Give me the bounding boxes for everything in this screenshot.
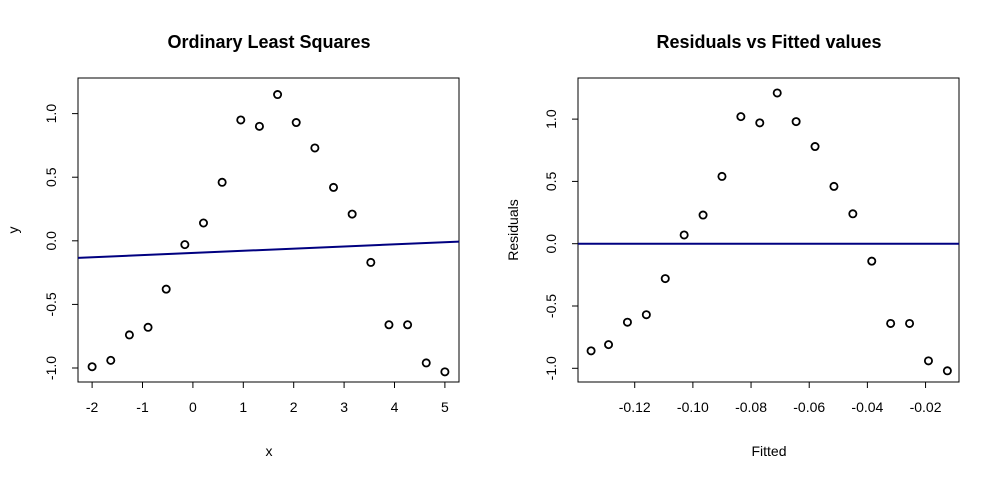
ols-data-point xyxy=(291,118,301,128)
ols-points-layer xyxy=(87,90,450,377)
ols-y-axis: -1.0 -0.5 0.0 0.5 1.0 xyxy=(43,104,78,380)
residuals-x-tick-label: -0.08 xyxy=(735,399,767,415)
residuals-data-point xyxy=(622,317,632,327)
ols-fit-line xyxy=(77,240,460,259)
ols-data-point xyxy=(329,182,339,192)
residuals-data-point xyxy=(848,209,858,219)
ols-y-axis-label: y xyxy=(5,227,21,234)
residuals-x-tick-label: -0.12 xyxy=(619,399,651,415)
ols-y-tick-label: 1.0 xyxy=(43,104,59,124)
ols-data-point xyxy=(217,177,227,187)
ols-data-point xyxy=(273,90,283,100)
residuals-data-point xyxy=(942,366,952,376)
residuals-data-point xyxy=(604,340,614,350)
residuals-y-axis: -1.0 -0.5 0.0 0.5 1.0 xyxy=(543,109,578,380)
ols-y-tick-label: -0.5 xyxy=(43,292,59,316)
residuals-data-point xyxy=(698,210,708,220)
residuals-data-point xyxy=(886,318,896,328)
ols-data-point xyxy=(254,121,264,131)
ols-data-point xyxy=(124,330,134,340)
ols-data-point xyxy=(236,115,246,125)
residuals-y-tick-label: 0.5 xyxy=(543,171,559,191)
ols-y-tick-label: 0.0 xyxy=(43,231,59,251)
residuals-data-point xyxy=(717,171,727,181)
ols-data-point xyxy=(310,143,320,153)
residuals-x-tick-label: -0.04 xyxy=(851,399,883,415)
residuals-data-point xyxy=(586,346,596,356)
residuals-data-point xyxy=(791,117,801,127)
ols-data-point xyxy=(403,320,413,330)
ols-x-tick-label: 1 xyxy=(239,399,247,415)
residuals-data-point xyxy=(641,310,651,320)
ols-fit-layer xyxy=(77,240,460,259)
ols-data-point xyxy=(440,367,450,377)
ols-x-tick-label: 4 xyxy=(391,399,399,415)
ols-y-tick-label: -1.0 xyxy=(43,356,59,380)
ols-data-point xyxy=(161,284,171,294)
residuals-panel: Residuals vs Fitted values -0.12 -0.10 -0.… xyxy=(505,32,960,459)
residuals-data-point xyxy=(755,118,765,128)
ols-title: Ordinary Least Squares xyxy=(167,32,370,52)
residuals-data-point xyxy=(810,142,820,152)
ols-x-tick-label: 0 xyxy=(189,399,197,415)
residuals-data-point xyxy=(829,181,839,191)
residuals-data-point xyxy=(867,256,877,266)
ols-x-tick-label: 5 xyxy=(441,399,449,415)
residuals-x-axis-label: Fitted xyxy=(751,443,786,459)
ols-x-tick-label: 3 xyxy=(340,399,348,415)
ols-data-point xyxy=(366,257,376,267)
residuals-data-point xyxy=(905,318,915,328)
ols-x-tick-label: -2 xyxy=(86,399,99,415)
ols-data-point xyxy=(384,320,394,330)
residuals-y-tick-label: -1.0 xyxy=(543,356,559,380)
ols-y-tick-label: 0.5 xyxy=(43,167,59,187)
ols-data-point xyxy=(347,209,357,219)
residuals-points-layer xyxy=(586,88,952,376)
ols-data-point xyxy=(106,355,116,365)
residuals-x-tick-label: -0.02 xyxy=(910,399,942,415)
ols-x-axis: -2 -1 0 1 2 3 4 5 xyxy=(86,382,449,415)
residuals-data-point xyxy=(923,356,933,366)
ols-panel: Ordinary Least Squares -2 -1 0 1 2 3 4 5 -1.0 -0… xyxy=(5,32,460,459)
ols-x-tick-label: 2 xyxy=(290,399,298,415)
ols-data-point xyxy=(198,218,208,228)
ols-data-point xyxy=(421,358,431,368)
residuals-data-point xyxy=(679,230,689,240)
residuals-x-tick-label: -0.06 xyxy=(793,399,825,415)
residuals-x-axis: -0.12 -0.10 -0.08 -0.06 -0.04 -0.02 xyxy=(619,382,942,415)
residuals-data-point xyxy=(772,88,782,98)
residuals-data-point xyxy=(660,274,670,284)
residuals-y-axis-label: Residuals xyxy=(505,199,521,260)
ols-data-point xyxy=(180,240,190,250)
ols-x-axis-label: x xyxy=(266,443,273,459)
residuals-data-point xyxy=(736,112,746,122)
residuals-y-tick-label: -0.5 xyxy=(543,294,559,318)
residuals-plot-frame xyxy=(577,77,960,383)
residuals-y-tick-label: 1.0 xyxy=(543,109,559,129)
residuals-y-tick-label: 0.0 xyxy=(543,234,559,254)
ols-x-tick-label: -1 xyxy=(136,399,149,415)
residuals-title: Residuals vs Fitted values xyxy=(656,32,881,52)
residuals-x-tick-label: -0.10 xyxy=(677,399,709,415)
ols-data-point xyxy=(87,362,97,372)
ols-plot-frame xyxy=(77,77,460,383)
ols-data-point xyxy=(143,322,153,332)
